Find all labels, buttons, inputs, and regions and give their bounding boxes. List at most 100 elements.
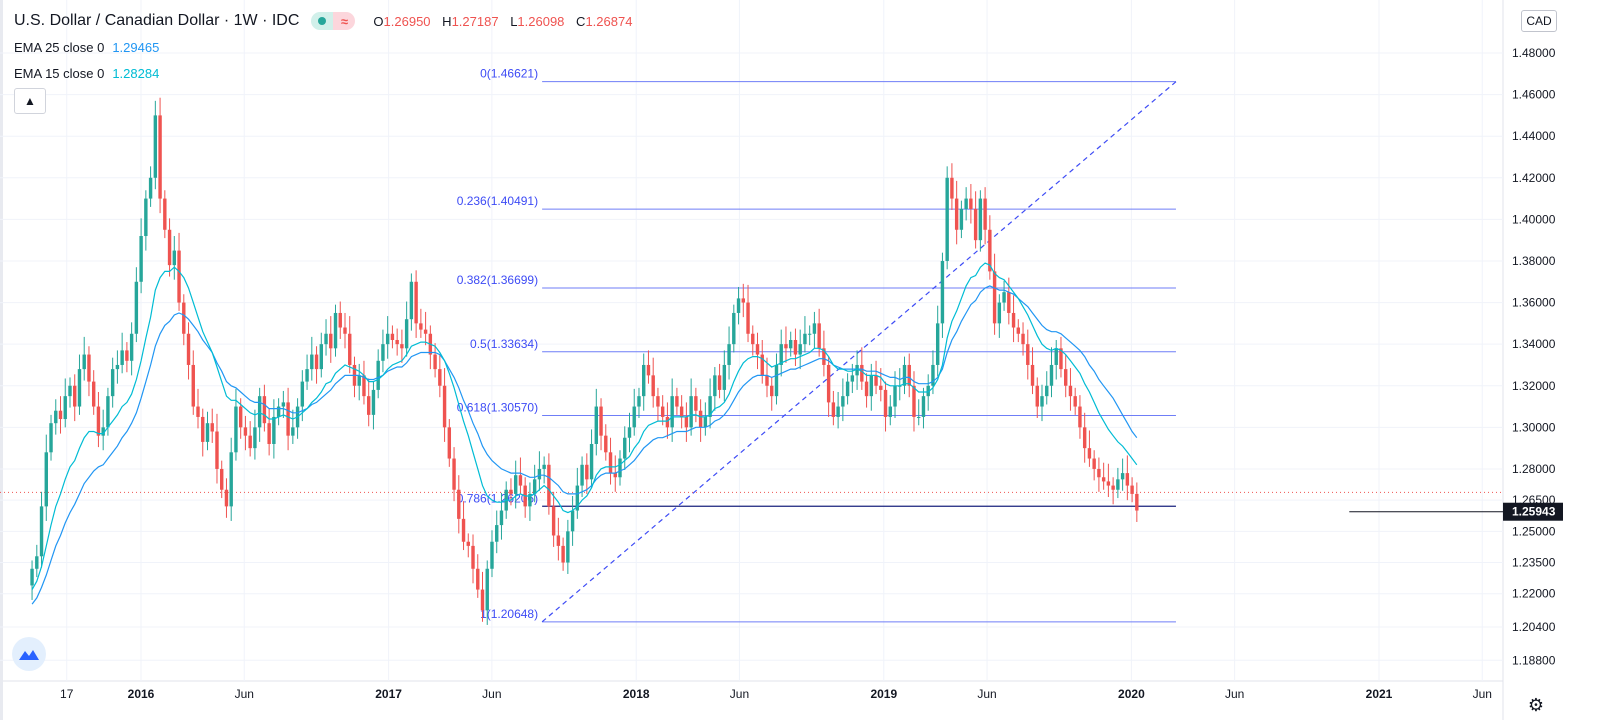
candle-body — [414, 281, 418, 324]
candle-body — [329, 333, 333, 349]
candle-body — [1011, 312, 1016, 328]
candle-body — [869, 375, 874, 397]
candle-body — [1059, 348, 1063, 370]
candle-body — [267, 423, 271, 444]
candle-body — [1092, 458, 1096, 469]
ema15-legend[interactable]: EMA 15 close 0 1.28284 — [14, 66, 159, 81]
candle-body — [286, 402, 290, 436]
fib-level-label: 0.382(1.36699) — [457, 273, 538, 287]
candle-body — [532, 479, 537, 494]
candle-body — [452, 458, 456, 490]
candle-body — [855, 364, 859, 376]
candle-body — [82, 354, 86, 370]
candle-body — [879, 385, 883, 390]
candle-body — [158, 115, 162, 199]
time-tick-label: Jun — [482, 687, 501, 701]
candle-body — [153, 115, 158, 178]
time-tick-label: Jun — [730, 687, 749, 701]
candle-body — [618, 458, 622, 478]
price-tick-label: 1.28000 — [1512, 462, 1556, 476]
candle-body — [637, 396, 641, 407]
symbol-title: U.S. Dollar / Canadian Dollar · 1W · IDC — [14, 12, 300, 29]
candle-body — [54, 410, 58, 424]
candle-body — [291, 427, 295, 436]
ema15-value: 1.28284 — [112, 66, 160, 81]
status-badge[interactable]: ≈ — [311, 12, 356, 30]
time-tick-label: Jun — [235, 687, 254, 701]
candle-body — [1082, 427, 1087, 449]
candle-body — [1097, 468, 1101, 478]
candle-body — [912, 385, 916, 417]
candle-body — [509, 489, 513, 494]
candle-body — [39, 506, 44, 557]
candle-body — [755, 344, 760, 355]
candle-body — [964, 198, 968, 209]
candle-body — [608, 452, 613, 474]
collapse-legend-button[interactable]: ▲ — [14, 88, 46, 114]
candle-body — [760, 354, 764, 376]
candle-body — [476, 568, 480, 590]
candle-body — [167, 229, 172, 266]
wave-icon: ≈ — [333, 12, 356, 30]
ema-lines — [31, 262, 1138, 605]
candle-body — [201, 416, 205, 442]
gear-icon[interactable]: ⚙ — [1527, 694, 1545, 715]
candle-body — [973, 208, 978, 241]
candle-body — [551, 506, 556, 536]
fib-trend-line — [541, 81, 1177, 623]
candle-body — [1007, 292, 1011, 313]
time-tick-label: Jun — [1473, 687, 1492, 701]
candle-body — [1125, 473, 1130, 486]
ema15-line — [31, 262, 1138, 590]
candle-body — [774, 364, 779, 397]
candle-body — [945, 177, 949, 261]
candle-body — [461, 518, 466, 542]
ohlc-high-value: 1.27187 — [451, 13, 499, 29]
candle-body — [788, 340, 793, 349]
candle-body — [917, 416, 921, 418]
candle-body — [542, 464, 546, 469]
candle-body — [594, 406, 599, 444]
candle-body — [324, 333, 328, 345]
candle-body — [77, 369, 82, 407]
candle-body — [675, 396, 679, 407]
time-axis: 17 2016 Jun 2017 Jun 2018 Jun 2019 Jun 2020 Jun 202… — [60, 687, 1492, 701]
fib-level-label: 1(1.20648) — [480, 607, 538, 621]
ohlc-low-label: L — [510, 13, 518, 29]
legend-title-row: U.S. Dollar / Canadian Dollar · 1W · IDC… — [14, 12, 632, 30]
time-tick-label: 2017 — [375, 687, 402, 701]
candle-body — [518, 475, 523, 486]
time-tick-label: 2021 — [1366, 687, 1393, 701]
candle-body — [893, 385, 897, 407]
candle-body — [144, 198, 148, 237]
candle-body — [220, 468, 224, 490]
current-price-value: 1.25943 — [1512, 505, 1556, 519]
tradingview-logo-icon[interactable] — [12, 637, 46, 671]
candle-body — [1030, 364, 1035, 386]
price-tick-label: 1.25000 — [1512, 524, 1556, 538]
candle-body — [215, 431, 219, 469]
candles — [30, 97, 1139, 625]
candle-body — [480, 589, 485, 611]
candle-body — [580, 464, 584, 486]
time-tick-label: 2019 — [870, 687, 897, 701]
time-tick-label: 2016 — [128, 687, 155, 701]
price-tick-label: 1.42000 — [1512, 171, 1556, 185]
currency-label[interactable]: CAD — [1521, 10, 1557, 32]
candle-body — [708, 396, 712, 417]
candle-body — [257, 396, 262, 428]
ema25-legend[interactable]: EMA 25 close 0 1.29465 — [14, 40, 159, 55]
ohlc-high-label: H — [442, 13, 452, 29]
candle-body — [665, 416, 670, 428]
time-tick-label: 2020 — [1118, 687, 1145, 701]
candle-body — [177, 250, 181, 303]
left-edge — [0, 0, 3, 720]
candle-body — [746, 302, 750, 334]
candle-body — [44, 452, 48, 507]
ohlc-close-label: C — [576, 13, 586, 29]
candle-body — [409, 281, 414, 320]
candle-body — [466, 541, 470, 546]
candle-body — [1045, 385, 1049, 397]
